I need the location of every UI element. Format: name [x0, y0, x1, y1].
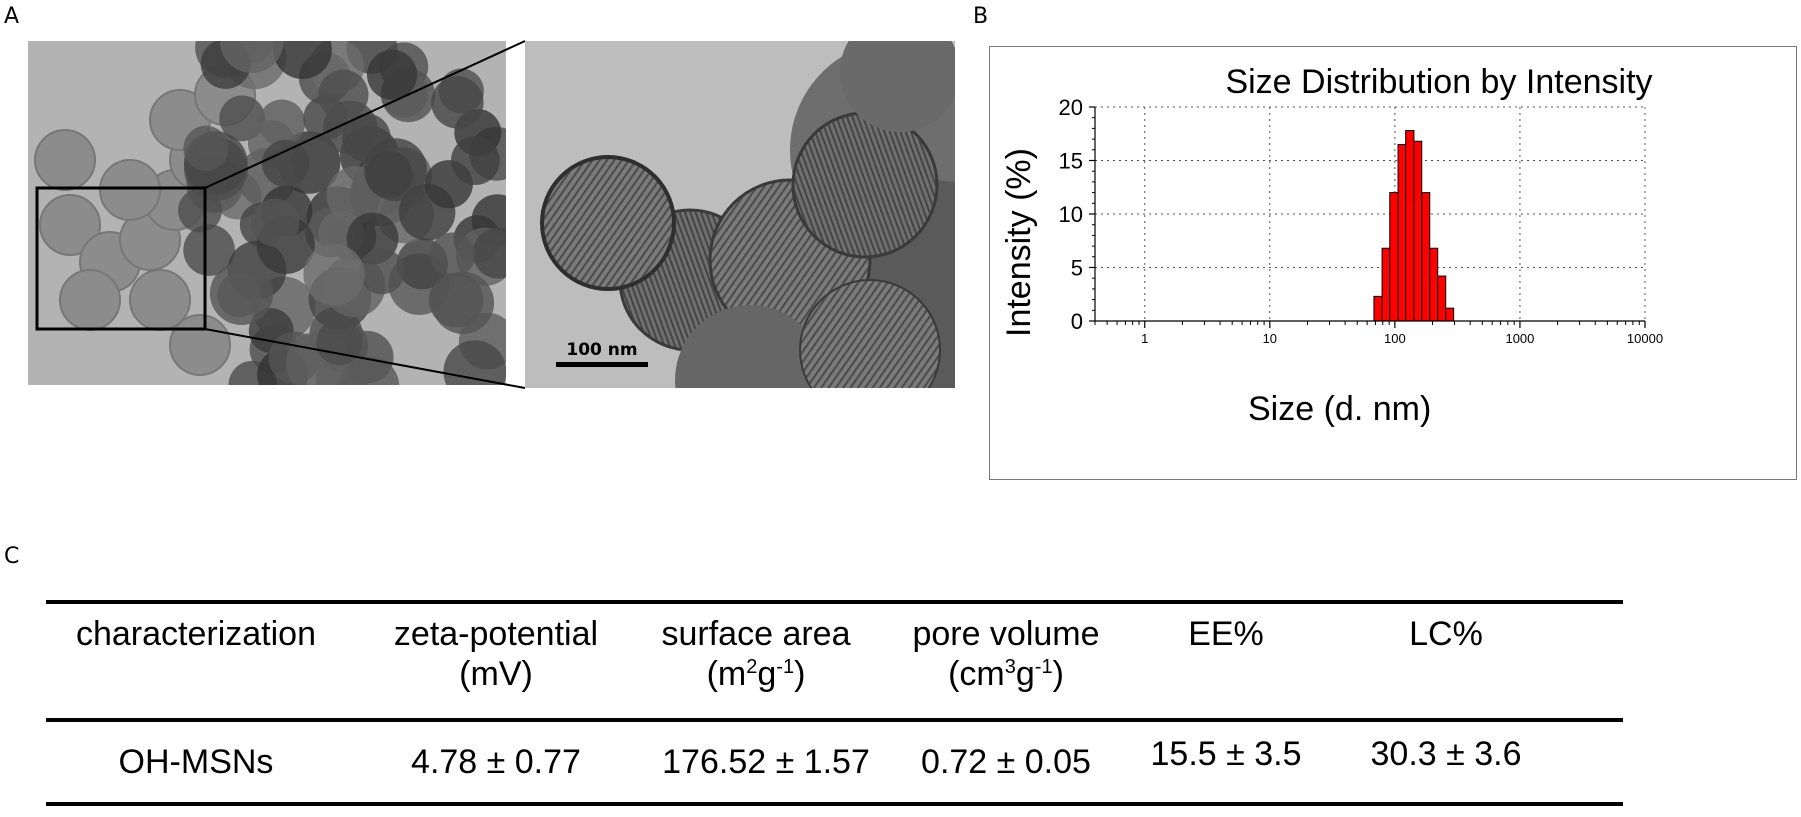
y-tick-label: 10	[1059, 202, 1083, 227]
header-line: zeta-potential	[393, 615, 599, 653]
tem-image-low-mag	[28, 41, 506, 385]
cell-surface-area: 176.52 ± 1.57	[662, 743, 870, 781]
unit-part: g	[1015, 655, 1035, 693]
x-tick-label: 1	[1141, 331, 1148, 346]
chart-frame: Size Distribution by Intensity 0 5 10 15 20 1…	[989, 46, 1797, 480]
particle	[451, 136, 500, 186]
particle	[303, 244, 365, 306]
unit-exponent: 3	[1004, 656, 1016, 678]
header-characterization: characterization	[46, 614, 346, 654]
particle	[183, 224, 235, 276]
particle	[443, 340, 506, 385]
particle	[430, 232, 475, 278]
particle	[262, 139, 310, 187]
x-tick-label: 10	[1263, 331, 1277, 346]
header-line: LC%	[1409, 615, 1483, 653]
particle	[472, 227, 506, 279]
header-ee: EE%	[1146, 614, 1306, 654]
zoom-selection-box	[35, 186, 207, 331]
header-line: EE%	[1188, 615, 1264, 653]
scale-bar-label: 100 nm	[566, 340, 637, 360]
x-tick-label: 1000	[1505, 331, 1534, 346]
unit-part: )	[1052, 655, 1064, 693]
header-surface-area: surface area (m2g-1)	[636, 614, 876, 694]
size-distribution-chart: Size Distribution by Intensity 0 5 10 15 20 1…	[1000, 63, 1663, 428]
histogram-bar	[1397, 143, 1407, 322]
particle	[34, 129, 96, 191]
table-bottom-rule	[46, 802, 1623, 806]
particle	[431, 76, 484, 129]
header-unit: (mV)	[459, 655, 533, 693]
unit-part: (cm	[948, 655, 1005, 693]
chart-title: Size Distribution by Intensity	[1225, 63, 1652, 101]
scale-bar	[556, 362, 648, 367]
particle	[59, 269, 121, 331]
y-tick-label: 20	[1059, 95, 1083, 120]
y-axis-label: Intensity (%)	[1000, 148, 1038, 337]
x-tick-label: 100	[1384, 331, 1406, 346]
table-top-rule	[46, 600, 1623, 604]
unit-part: g	[757, 655, 777, 693]
header-lc: LC%	[1366, 614, 1526, 654]
histogram-bar	[1413, 140, 1423, 322]
cell-lc: 30.3 ± 3.6	[1370, 735, 1522, 773]
header-zeta-potential: zeta-potential (mV)	[376, 614, 616, 694]
zoom-connector-top	[204, 40, 526, 189]
cell-sample-name: OH-MSNs	[118, 743, 274, 781]
histogram-bar	[1421, 192, 1431, 322]
unit-part: )	[794, 655, 806, 693]
y-tick-label: 0	[1071, 309, 1083, 334]
histogram-bar	[1429, 247, 1439, 322]
unit-part: (m	[706, 655, 747, 693]
particle	[169, 314, 231, 376]
zoom-connector-bottom	[204, 328, 526, 389]
panel-label-a: A	[4, 4, 20, 29]
x-tick-label: 10000	[1627, 331, 1663, 346]
histogram-bar	[1405, 130, 1415, 322]
particle	[39, 194, 101, 256]
header-unit: (m2g-1)	[636, 654, 876, 694]
particle	[178, 188, 222, 233]
y-tick-label: 15	[1059, 149, 1083, 174]
particle	[318, 69, 369, 120]
particle	[367, 49, 418, 100]
histogram-bar	[1373, 295, 1383, 322]
particle	[209, 261, 274, 325]
particle	[316, 319, 363, 366]
histogram-bar	[1381, 247, 1391, 322]
panel-label-c: C	[4, 544, 20, 569]
particle	[358, 248, 405, 295]
characterization-table: characterization zeta-potential (mV) sur…	[46, 600, 1623, 810]
cell-ee: 15.5 ± 3.5	[1150, 735, 1302, 773]
table-mid-rule	[46, 718, 1623, 722]
cell-zeta-potential: 4.78 ± 0.77	[411, 743, 581, 781]
tem-micrograph-panel: 100 nm	[28, 40, 955, 389]
particle	[251, 198, 300, 247]
histogram-bar	[1445, 307, 1455, 322]
particle	[219, 41, 284, 73]
particle	[273, 41, 332, 79]
particle	[364, 138, 427, 202]
header-line: characterization	[75, 615, 316, 653]
tem-image-high-mag	[525, 41, 955, 388]
panel-label-b: B	[973, 4, 989, 29]
particle	[338, 356, 400, 385]
particle	[431, 271, 495, 334]
unit-exponent: -1	[776, 656, 795, 678]
x-axis-label: Size (d. nm)	[1248, 390, 1431, 428]
header-line: surface area	[661, 615, 851, 653]
header-line: pore volume	[912, 615, 1100, 653]
y-tick-label: 5	[1071, 256, 1083, 281]
histogram-bar	[1437, 275, 1447, 322]
header-pore-volume: pore volume (cm3g-1)	[896, 614, 1116, 694]
unit-exponent: 2	[746, 656, 758, 678]
unit-exponent: -1	[1034, 656, 1053, 678]
histogram-bar	[1389, 192, 1399, 322]
particle	[183, 125, 229, 171]
header-unit: (cm3g-1)	[896, 654, 1116, 694]
particle	[99, 159, 161, 221]
cell-pore-volume: 0.72 ± 0.05	[921, 743, 1091, 781]
